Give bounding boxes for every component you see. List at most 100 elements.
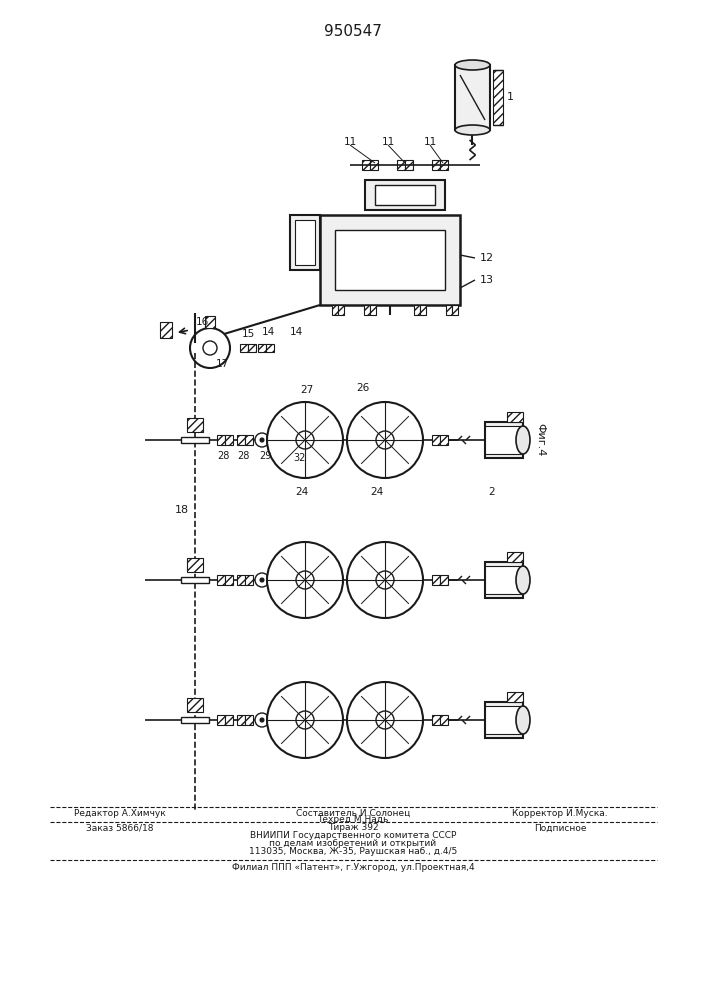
Bar	[446, 305, 452, 315]
Text: 15: 15	[241, 329, 255, 339]
Circle shape	[296, 571, 314, 589]
Text: 2: 2	[489, 487, 496, 497]
Bar	[338, 305, 344, 315]
Text: Подписное: Подписное	[534, 824, 586, 832]
Bar	[217, 435, 225, 445]
Bar	[217, 575, 225, 585]
Bar	[485, 566, 523, 594]
Bar	[245, 715, 253, 725]
Circle shape	[260, 718, 264, 722]
Bar	[517, 576, 523, 584]
Circle shape	[296, 431, 314, 449]
Circle shape	[260, 438, 264, 442]
Circle shape	[267, 542, 343, 618]
Bar	[397, 160, 405, 170]
Bar	[245, 575, 253, 585]
Ellipse shape	[516, 706, 530, 734]
Text: 12: 12	[480, 253, 494, 263]
Circle shape	[347, 402, 423, 478]
Circle shape	[190, 328, 230, 368]
Bar	[485, 562, 523, 598]
Text: Заказ 5866/18: Заказ 5866/18	[86, 824, 153, 832]
Bar	[225, 715, 233, 725]
Bar	[237, 435, 245, 445]
Bar	[485, 706, 523, 734]
Circle shape	[255, 713, 269, 727]
Text: Филиал ППП «Патент», г.Ужгород, ул.Проектная,4: Филиал ППП «Патент», г.Ужгород, ул.Проек…	[232, 862, 474, 871]
Circle shape	[296, 711, 314, 729]
Bar	[187, 698, 203, 712]
Text: 18: 18	[175, 505, 189, 515]
Bar	[181, 437, 209, 443]
Circle shape	[347, 542, 423, 618]
Text: 28: 28	[237, 451, 249, 461]
Bar	[181, 717, 209, 723]
Bar	[364, 305, 370, 315]
Bar	[187, 558, 203, 572]
Bar	[420, 305, 426, 315]
Circle shape	[267, 682, 343, 758]
Bar	[485, 422, 523, 458]
Bar	[332, 305, 338, 315]
Text: 16: 16	[195, 317, 209, 327]
Circle shape	[267, 402, 343, 478]
Bar	[266, 344, 274, 352]
Text: 24: 24	[370, 487, 384, 497]
Bar	[517, 436, 523, 444]
Bar	[440, 435, 448, 445]
Bar	[432, 160, 440, 170]
Bar	[493, 70, 503, 125]
Bar	[375, 185, 435, 205]
Text: 13: 13	[480, 275, 494, 285]
Text: 24: 24	[296, 487, 309, 497]
Bar	[248, 344, 256, 352]
Circle shape	[255, 573, 269, 587]
Bar	[370, 160, 378, 170]
Bar	[455, 65, 490, 130]
Bar	[181, 577, 209, 583]
Text: 28: 28	[217, 451, 229, 461]
Bar	[432, 575, 440, 585]
Bar	[507, 412, 523, 422]
Bar	[320, 215, 460, 305]
Bar	[237, 715, 245, 725]
Bar	[335, 230, 445, 290]
Bar	[517, 716, 523, 724]
Text: 11: 11	[344, 137, 356, 147]
Text: 14: 14	[262, 327, 274, 337]
Bar	[370, 305, 376, 315]
Circle shape	[376, 431, 394, 449]
Bar	[405, 160, 413, 170]
Text: 29: 29	[259, 451, 271, 461]
Text: 27: 27	[300, 385, 314, 395]
Text: 1: 1	[506, 93, 513, 103]
Text: 32: 32	[294, 453, 306, 463]
Text: ВНИИПИ Государственного комитета СССР: ВНИИПИ Государственного комитета СССР	[250, 832, 456, 840]
Circle shape	[347, 682, 423, 758]
Circle shape	[376, 571, 394, 589]
Bar	[485, 702, 523, 738]
Bar	[160, 322, 172, 338]
Circle shape	[376, 711, 394, 729]
Bar	[507, 552, 523, 562]
Circle shape	[260, 578, 264, 582]
Text: 113035, Москва, Ж-35, Раушская наб., д.4/5: 113035, Москва, Ж-35, Раушская наб., д.4…	[249, 848, 457, 856]
Bar	[440, 715, 448, 725]
Ellipse shape	[455, 125, 490, 135]
Bar	[217, 715, 225, 725]
Text: по делам изобретений и открытий: по делам изобретений и открытий	[269, 840, 436, 848]
Text: 11: 11	[423, 137, 437, 147]
Circle shape	[203, 341, 217, 355]
Text: 17: 17	[216, 359, 228, 369]
Text: Тираж 392: Тираж 392	[327, 824, 378, 832]
Text: 11: 11	[381, 137, 395, 147]
Text: Корректор И.Муска.: Корректор И.Муска.	[512, 808, 608, 818]
Bar	[432, 435, 440, 445]
Bar	[225, 435, 233, 445]
Ellipse shape	[455, 60, 490, 70]
Bar	[187, 418, 203, 432]
Bar	[440, 160, 448, 170]
Bar	[507, 692, 523, 702]
Bar	[414, 305, 420, 315]
Text: Техред М.Надь: Техред М.Надь	[317, 814, 389, 824]
